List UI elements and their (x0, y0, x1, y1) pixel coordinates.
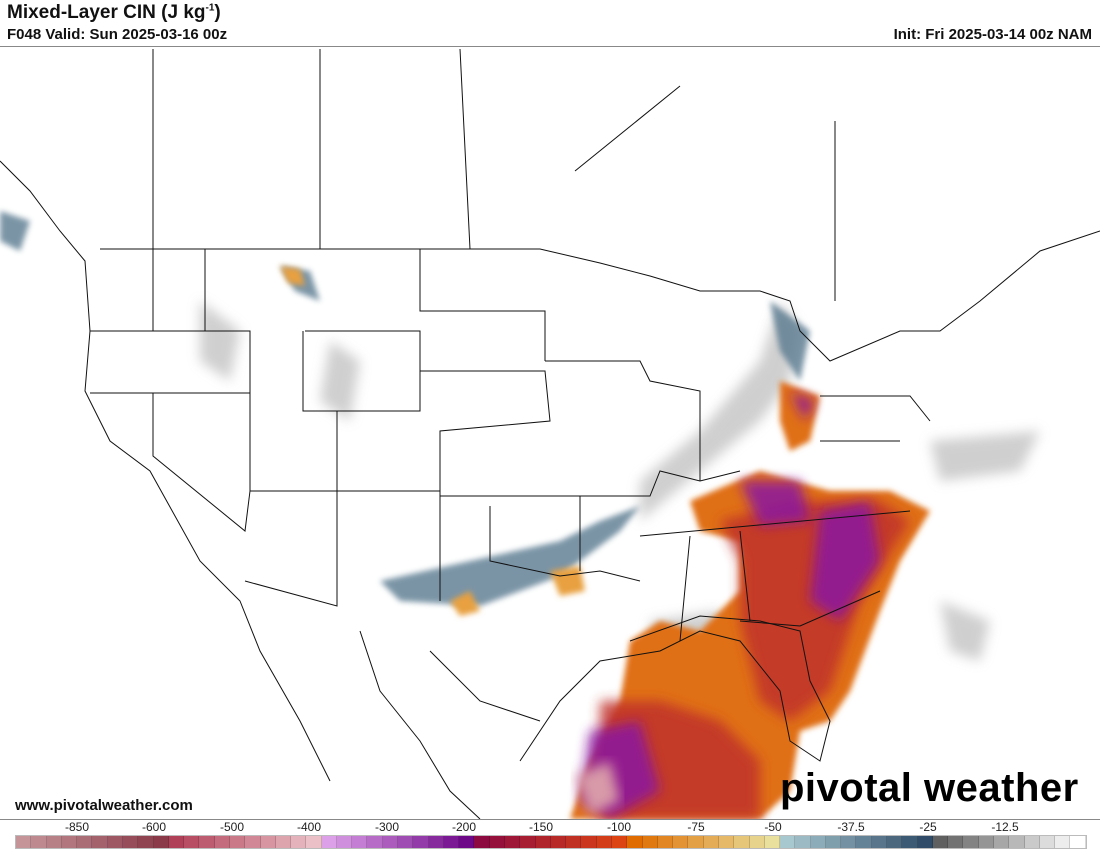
colorbar-swatch (489, 836, 505, 848)
colorbar-swatch (932, 836, 949, 848)
colorbar-label: -75 (687, 820, 705, 834)
colorbar-swatch (627, 836, 643, 848)
colorbar-swatch (749, 836, 765, 848)
colorbar-swatch (398, 836, 414, 848)
website-url[interactable]: www.pivotalweather.com (15, 797, 193, 814)
colorbar-swatch (1070, 836, 1086, 848)
weather-map[interactable] (0, 46, 1100, 820)
colorbar (15, 835, 1087, 849)
colorbar-swatch (566, 836, 582, 848)
colorbar-swatch (825, 836, 842, 848)
map-title: Mixed-Layer CIN (J kg-1) (7, 2, 221, 23)
colorbar-swatch (978, 836, 994, 848)
colorbar-swatch (734, 836, 750, 848)
colorbar-swatch (642, 836, 658, 848)
colorbar-swatch (77, 836, 93, 848)
colorbar-swatch (291, 836, 307, 848)
colorbar-swatch (352, 836, 368, 848)
colorbar-swatch (917, 836, 933, 848)
colorbar-swatch (443, 836, 460, 848)
colorbar-label: -25 (919, 820, 937, 834)
colorbar-swatch (994, 836, 1010, 848)
colorbar-label: -400 (296, 820, 322, 834)
colorbar-swatch (703, 836, 719, 848)
colorbar-swatch (46, 836, 62, 848)
colorbar-label: -150 (528, 820, 554, 834)
colorbar-swatch (184, 836, 200, 848)
colorbar-label: -300 (374, 820, 400, 834)
colorbar-swatch (764, 836, 781, 848)
cin-field-purple (580, 391, 880, 819)
colorbar-swatch (948, 836, 964, 848)
colorbar-swatch (611, 836, 628, 848)
colorbar-label: -600 (141, 820, 167, 834)
colorbar-swatch (718, 836, 735, 848)
colorbar-swatch (856, 836, 872, 848)
colorbar-swatch (229, 836, 246, 848)
boundaries (0, 48, 1100, 819)
pivotal-weather-logo: pivotal weather (780, 766, 1079, 810)
colorbar-swatch (31, 836, 47, 848)
colorbar-swatch (1055, 836, 1071, 848)
colorbar-swatch (138, 836, 154, 848)
colorbar-swatch (275, 836, 292, 848)
colorbar-label: -37.5 (837, 820, 865, 834)
colorbar-swatch (795, 836, 811, 848)
colorbar-label: -100 (606, 820, 632, 834)
colorbar-swatch (153, 836, 169, 848)
colorbar-swatch (321, 836, 337, 848)
colorbar-swatch (459, 836, 475, 848)
colorbar-label: -500 (219, 820, 245, 834)
colorbar-labels: -850 -600 -500 -400 -300 -200 -150 -100 … (0, 820, 1100, 834)
colorbar-swatch (505, 836, 521, 848)
colorbar-swatch (199, 836, 215, 848)
colorbar-swatch (1039, 836, 1056, 848)
colorbar-label: -850 (64, 820, 90, 834)
init-time: Init: Fri 2025-03-14 00z NAM (893, 26, 1092, 43)
colorbar-swatch (336, 836, 353, 848)
colorbar-swatch (657, 836, 674, 848)
colorbar-swatch (122, 836, 139, 848)
colorbar-swatch (413, 836, 429, 848)
colorbar-swatch (16, 836, 32, 848)
colorbar-swatch (902, 836, 918, 848)
colorbar-swatch (428, 836, 444, 848)
colorbar-swatch (92, 836, 108, 848)
colorbar-swatch (841, 836, 857, 848)
colorbar-swatch (520, 836, 536, 848)
colorbar-swatch (306, 836, 322, 848)
colorbar-swatch (887, 836, 903, 848)
colorbar-swatch (810, 836, 826, 848)
colorbar-swatch (214, 836, 230, 848)
colorbar-swatch (367, 836, 383, 848)
colorbar-swatch (963, 836, 979, 848)
valid-time: F048 Valid: Sun 2025-03-16 00z (7, 26, 228, 43)
colorbar-label: -200 (451, 820, 477, 834)
colorbar-swatch (535, 836, 551, 848)
colorbar-swatch (688, 836, 704, 848)
colorbar-swatch (871, 836, 888, 848)
colorbar-swatch (474, 836, 490, 848)
colorbar-swatch (1024, 836, 1040, 848)
colorbar-swatch (107, 836, 123, 848)
colorbar-swatch (382, 836, 399, 848)
colorbar-swatch (168, 836, 185, 848)
colorbar-label: -12.5 (991, 820, 1019, 834)
colorbar-swatch (61, 836, 78, 848)
colorbar-swatch (260, 836, 276, 848)
colorbar-swatch (596, 836, 612, 848)
colorbar-swatch (581, 836, 597, 848)
colorbar-swatch (245, 836, 261, 848)
colorbar-swatch (550, 836, 567, 848)
cin-field-pink (575, 761, 620, 816)
colorbar-swatch (1009, 836, 1025, 848)
colorbar-swatch (780, 836, 796, 848)
colorbar-swatch (673, 836, 689, 848)
colorbar-label: -50 (764, 820, 782, 834)
